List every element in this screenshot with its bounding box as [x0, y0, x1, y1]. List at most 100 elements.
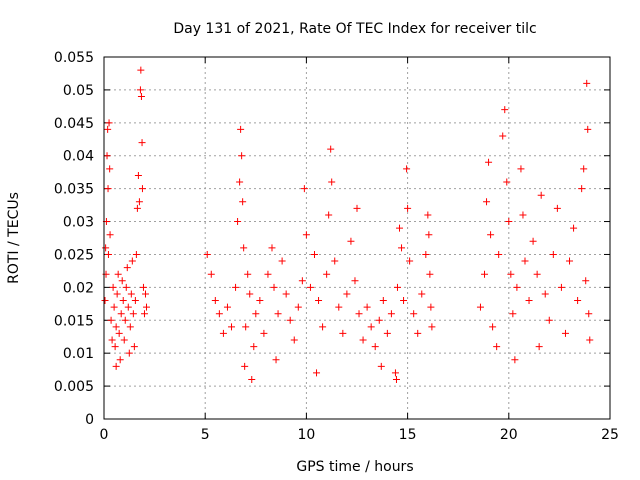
data-point [105, 119, 113, 127]
x-tick-label: 5 [201, 427, 210, 443]
data-point [234, 218, 242, 226]
data-point [103, 152, 111, 160]
data-point [319, 323, 327, 331]
data-point [252, 310, 260, 318]
chart-title: Day 131 of 2021, Rate Of TEC Index for r… [173, 21, 536, 37]
data-point [517, 165, 525, 173]
grid [104, 57, 610, 419]
data-point [238, 152, 246, 160]
data-point [377, 362, 385, 370]
data-point [138, 185, 146, 193]
data-point [237, 125, 245, 133]
data-point [343, 290, 351, 298]
data-point [495, 250, 503, 258]
data-point [509, 310, 517, 318]
data-point [215, 310, 223, 318]
data-point [325, 211, 333, 219]
data-point [118, 277, 126, 285]
data-point [104, 185, 112, 193]
data-point [392, 376, 400, 384]
data-point [403, 165, 411, 173]
data-point [300, 185, 308, 193]
data-point [511, 356, 519, 364]
y-tick-label: 0.025 [54, 247, 94, 263]
data-point [256, 297, 264, 305]
data-point [584, 125, 592, 133]
y-axis-label: ROTI / TECUs [6, 192, 22, 284]
data-point [302, 231, 310, 239]
data-point [487, 231, 495, 239]
y-tick-label: 0.05 [63, 83, 94, 99]
data-point [228, 323, 236, 331]
data-point [489, 323, 497, 331]
data-point [290, 336, 298, 344]
data-point [525, 297, 533, 305]
data-point [339, 329, 347, 337]
y-tick-label: 0.02 [63, 280, 94, 296]
data-point [359, 336, 367, 344]
data-point [557, 283, 565, 291]
data-point [422, 250, 430, 258]
y-tick-label: 0.055 [54, 50, 94, 66]
data-point [244, 270, 252, 278]
data-point [135, 198, 143, 206]
data-point [582, 277, 590, 285]
data-point [367, 323, 375, 331]
data-point [203, 250, 211, 258]
data-point [541, 290, 549, 298]
data-point [375, 316, 383, 324]
data-point [371, 343, 379, 351]
data-point [138, 139, 146, 147]
data-point [580, 165, 588, 173]
y-tick-label: 0.035 [54, 182, 94, 198]
data-point [125, 349, 133, 357]
data-point [124, 303, 132, 311]
data-point [519, 211, 527, 219]
data-point [211, 297, 219, 305]
data-point [351, 277, 359, 285]
y-tick-label: 0.03 [63, 215, 94, 231]
data-point [310, 250, 318, 258]
data-point [499, 132, 507, 140]
data-point [483, 198, 491, 206]
y-tick-label: 0.04 [63, 149, 94, 165]
data-point [476, 303, 484, 311]
data-point [400, 297, 408, 305]
data-point [545, 316, 553, 324]
data-point [331, 257, 339, 265]
data-point [426, 270, 434, 278]
data-point [424, 211, 432, 219]
data-point [270, 283, 278, 291]
data-point [493, 343, 501, 351]
data-point [566, 257, 574, 265]
data-point [101, 297, 109, 305]
data-point [313, 369, 321, 377]
data-point [282, 290, 290, 298]
data-point [529, 237, 537, 245]
data-point [239, 198, 247, 206]
data-point [398, 244, 406, 252]
data-point [123, 264, 131, 272]
data-point [248, 376, 256, 384]
data-point [107, 316, 115, 324]
data-point [578, 185, 586, 193]
data-point [110, 303, 118, 311]
data-point [393, 283, 401, 291]
data-point [428, 323, 436, 331]
data-point [232, 283, 240, 291]
data-point [139, 283, 147, 291]
data-point [241, 362, 249, 370]
data-point [396, 224, 404, 232]
data-point [427, 303, 435, 311]
data-point [513, 283, 521, 291]
data-point [126, 323, 134, 331]
data-point [414, 329, 422, 337]
data-point [207, 270, 215, 278]
plot-frame [103, 56, 611, 420]
data-point [481, 270, 489, 278]
data-point [353, 204, 361, 212]
data-point [119, 297, 127, 305]
data-point [246, 290, 254, 298]
data-point [286, 316, 294, 324]
